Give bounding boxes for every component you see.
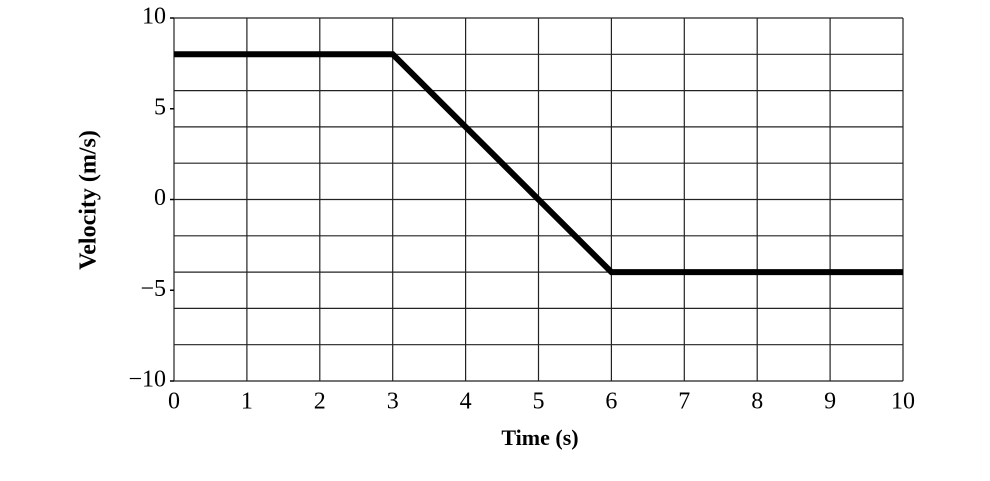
x-tick-label: 7 — [678, 389, 690, 415]
y-tick-label: 10 — [142, 4, 166, 30]
y-tick-label: −5 — [140, 276, 166, 302]
x-tick-label: 1 — [241, 389, 253, 415]
x-tick-label: 6 — [605, 389, 617, 415]
data-line — [174, 51, 903, 276]
y-tick-label: 5 — [154, 94, 166, 120]
x-tick-label: 3 — [387, 389, 399, 415]
x-axis-label: Time (s) — [501, 425, 578, 450]
x-tick-label: 8 — [751, 389, 763, 415]
x-tick-label: 10 — [891, 389, 915, 415]
y-tick-label: −10 — [128, 367, 166, 393]
y-tick-label: 0 — [154, 185, 166, 211]
y-axis-label: Velocity (m/s) — [76, 130, 102, 270]
x-tick-label: 5 — [533, 389, 545, 415]
x-tick-label: 9 — [824, 389, 836, 415]
x-tick-label: 2 — [314, 389, 326, 415]
x-tick-label: 4 — [460, 389, 472, 415]
x-tick-label: 0 — [168, 389, 180, 415]
